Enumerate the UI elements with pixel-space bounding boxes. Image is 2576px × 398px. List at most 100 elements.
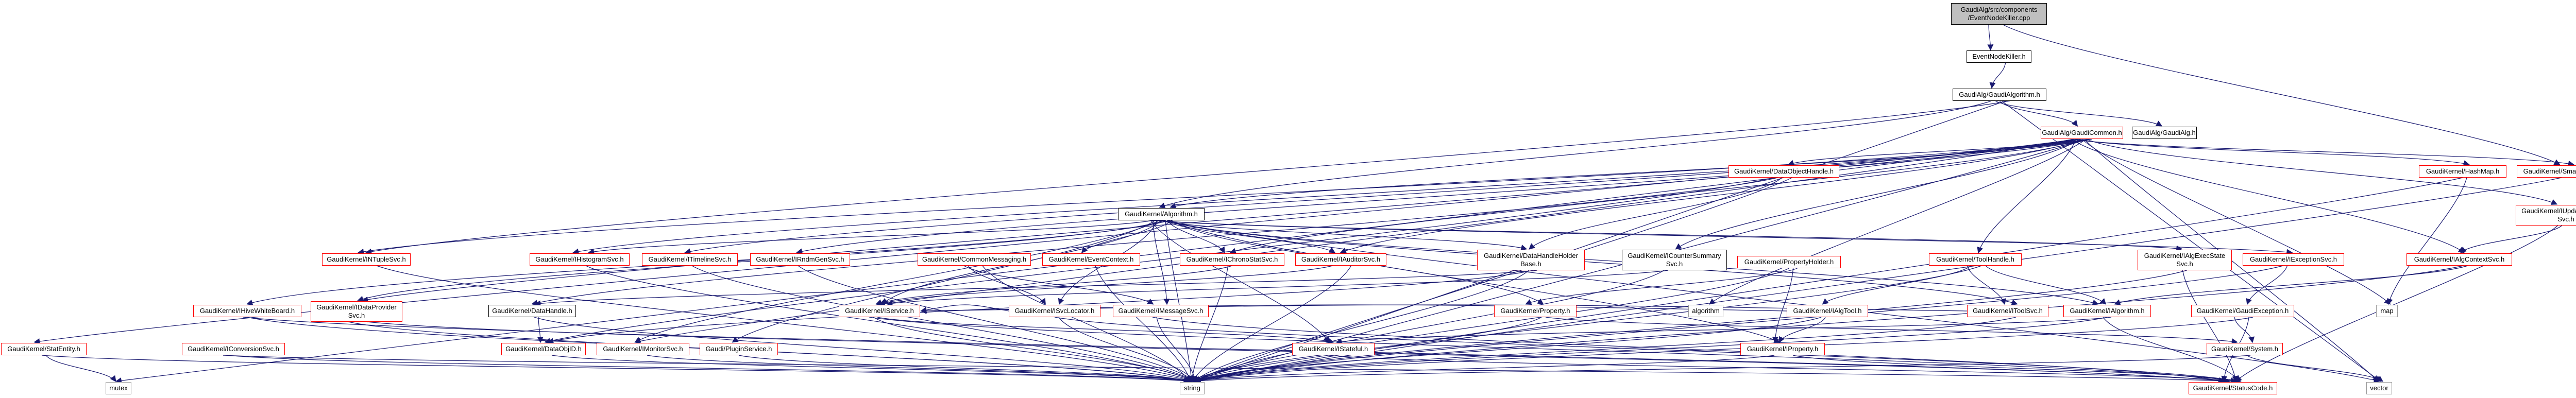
- node-iexceptionsvc-h[interactable]: GaudiKernel/IExceptionSvc.h: [2243, 253, 2344, 266]
- node-hashmap-h[interactable]: GaudiKernel/HashMap.h: [2419, 165, 2506, 178]
- node-eventnodekiller-cpp[interactable]: GaudiAlg/src/components /EventNodeKiller…: [1951, 3, 2047, 25]
- node-iauditorsvc-h[interactable]: GaudiKernel/IAuditorSvc.h: [1295, 253, 1386, 266]
- node-intuplesvc-h[interactable]: GaudiKernel/INTupleSvc.h: [322, 253, 411, 266]
- node-algorithm-std[interactable]: algorithm: [1688, 305, 1723, 317]
- node-property-h[interactable]: GaudiKernel/Property.h: [1494, 305, 1577, 317]
- edge-gaudialg-gaudicommon-h-to-irndmgensvc-h: [796, 139, 2093, 255]
- node-commonmessaging-h[interactable]: GaudiKernel/CommonMessaging.h: [918, 253, 1031, 266]
- node-mutex-std[interactable]: mutex: [106, 382, 131, 394]
- node-isvclocator-h[interactable]: GaudiKernel/ISvcLocator.h: [1009, 305, 1100, 317]
- edge-commonmessaging-h-to-string-std: [982, 265, 1191, 382]
- node-gaudialg-gaudicommon-h[interactable]: GaudiAlg/GaudiCommon.h: [2041, 127, 2123, 139]
- node-system-h[interactable]: GaudiKernel/System.h: [2207, 343, 2283, 355]
- edge-dataobjecthandle-h-to-datahandle-h: [531, 177, 1778, 306]
- node-irndmgensvc-h[interactable]: GaudiKernel/IRndmGenSvc.h: [750, 253, 850, 266]
- edge-dataobjecthandle-h-to-string-std: [1192, 177, 1792, 382]
- node-ialgexecstatesvc-h[interactable]: GaudiKernel/IAlgExecState Svc.h: [2138, 250, 2232, 270]
- edge-iconversionsvc-h-to-string-std: [227, 355, 1192, 384]
- node-iupdatemanagersvc-h[interactable]: GaudiKernel/IUpdateManager Svc.h: [2516, 205, 2576, 226]
- node-ialgtool-h[interactable]: GaudiKernel/IAlgTool.h: [1787, 305, 1868, 317]
- node-label: GaudiKernel/IChronoStatSvc.h: [1186, 255, 1278, 263]
- edge-gaudialg-gaudicommon-h-to-idataprovidersvc-h: [362, 139, 2091, 303]
- node-ihivewhiteboard-h[interactable]: GaudiKernel/IHiveWhiteBoard.h: [193, 305, 301, 317]
- edge-gaudialg-gaudialgorithm-h-to-gaudialg-gaudicommon-h: [1999, 100, 2078, 127]
- node-pluginservice-h[interactable]: Gaudi/PluginService.h: [700, 343, 778, 355]
- node-dataobjid-h[interactable]: GaudiKernel/DataObjID.h: [501, 343, 586, 355]
- node-label: map: [2380, 306, 2394, 315]
- edge-algorithm-h-to-iauditorsvc-h: [1163, 220, 1336, 253]
- edge-propertyholder-h-to-iproperty-h: [1772, 268, 1794, 343]
- node-statuscode-h[interactable]: GaudiKernel/StatusCode.h: [2189, 382, 2277, 394]
- node-imonitorsvc-h[interactable]: GaudiKernel/IMonitorSvc.h: [597, 343, 689, 355]
- node-label: EventNodeKiller.h: [1972, 52, 2026, 60]
- node-ichronostatsvc-h[interactable]: GaudiKernel/IChronoStatSvc.h: [1180, 253, 1284, 266]
- edge-irndmgensvc-h-to-string-std: [798, 265, 1196, 382]
- node-label: algorithm: [1692, 306, 1720, 315]
- node-eventcontext-h[interactable]: GaudiKernel/EventContext.h: [1042, 253, 1140, 266]
- edge-gaudiexception-h-to-string-std: [1194, 317, 2253, 384]
- edge-gaudialg-gaudialgorithm-h-to-intuplesvc-h: [365, 100, 2010, 255]
- node-propertyholder-h[interactable]: GaudiKernel/PropertyHolder.h: [1737, 256, 1841, 268]
- node-map-std[interactable]: map: [2376, 305, 2398, 317]
- edge-eventcontext-h-to-string-std: [1095, 265, 1192, 383]
- edge-algorithm-h-to-string-std: [1165, 220, 1195, 383]
- edge-datahandle-h-to-dataobjid-h: [537, 317, 544, 343]
- node-label: mutex: [109, 384, 128, 392]
- node-label: GaudiKernel/DataHandleHolder Base.h: [1484, 251, 1578, 268]
- edge-ialgcontextsvc-h-to-string-std: [1194, 265, 2464, 384]
- node-ialgcontextsvc-h[interactable]: GaudiKernel/IAlgContextSvc.h: [2406, 253, 2512, 266]
- node-ialgorithm-h[interactable]: GaudiKernel/IAlgorithm.h: [2063, 305, 2151, 317]
- edge-dataobjid-h-to-string-std: [551, 355, 1193, 384]
- edge-statentity-h-to-string-std: [41, 355, 1191, 384]
- node-gaudiexception-h[interactable]: GaudiKernel/GaudiException.h: [2191, 305, 2294, 317]
- node-label: GaudiKernel/IAlgTool.h: [1793, 306, 1862, 315]
- edge-algorithm-h-to-ialgexecstatesvc-h: [1155, 220, 2183, 252]
- node-algorithm-h[interactable]: GaudiKernel/Algorithm.h: [1118, 208, 1205, 220]
- node-idataprovidersvc-h[interactable]: GaudiKernel/IDataProvider Svc.h: [311, 301, 402, 322]
- edge-property-h-to-system-h: [1545, 317, 2238, 345]
- node-string-std[interactable]: string: [1180, 382, 1205, 394]
- node-dataobjecthandle-h[interactable]: GaudiKernel/DataObjectHandle.h: [1728, 165, 1839, 178]
- edge-algorithm-h-to-itoolsvc-h: [1167, 220, 2018, 306]
- edge-gaudialg-gaudialgorithm-h-to-gaudialg-gaudialg-h: [1995, 100, 2163, 127]
- edge-hashmap-h-to-map-std: [2386, 177, 2467, 305]
- node-datahandleholderbase-h[interactable]: GaudiKernel/DataHandleHolder Base.h: [1477, 250, 1585, 270]
- edge-gaudialg-gaudicommon-h-to-icountersummarysvc-h: [1675, 139, 2080, 250]
- node-iservice-h[interactable]: GaudiKernel/IService.h: [839, 305, 920, 317]
- node-itimelinesvc-h[interactable]: GaudiKernel/ITimelineSvc.h: [642, 253, 738, 266]
- edge-gaudiexception-h-to-system-h: [2234, 317, 2255, 343]
- node-icountersummarysvc-h[interactable]: GaudiKernel/ICounterSummary Svc.h: [1622, 250, 1727, 270]
- node-itoolsvc-h[interactable]: GaudiKernel/IToolSvc.h: [1967, 305, 2048, 317]
- node-iconversionsvc-h[interactable]: GaudiKernel/IConversionSvc.h: [182, 343, 285, 355]
- edge-toolhandle-h-to-string-std: [1191, 265, 1982, 383]
- node-istateful-h[interactable]: GaudiKernel/IStateful.h: [1292, 343, 1375, 355]
- edge-ialgexecstatesvc-h-to-string-std: [1192, 270, 2187, 383]
- node-label: GaudiKernel/EventContext.h: [1048, 255, 1134, 263]
- node-toolhandle-h[interactable]: GaudiKernel/ToolHandle.h: [1929, 253, 2022, 266]
- node-imessagesvc-h[interactable]: GaudiKernel/IMessageSvc.h: [1113, 305, 1209, 317]
- edge-datahandleholderbase-h-to-string-std: [1193, 270, 1529, 382]
- edge-gaudialg-gaudicommon-h-to-hashmap-h: [2075, 139, 2470, 166]
- node-datahandle-h[interactable]: GaudiKernel/DataHandle.h: [488, 305, 576, 317]
- edge-gaudialg-gaudialgorithm-h-to-vector-std: [2001, 100, 2381, 382]
- node-label: GaudiKernel/SmartDataPtr.h: [2523, 167, 2576, 175]
- edge-algorithm-h-to-vector-std: [1161, 220, 2380, 383]
- edge-gaudialg-gaudicommon-h-to-statentity-h: [33, 139, 2078, 345]
- node-vector-std[interactable]: vector: [2366, 382, 2392, 394]
- node-eventnodekiller-h[interactable]: EventNodeKiller.h: [1967, 50, 2031, 63]
- edge-ialgexecstatesvc-h-to-statuscode-h: [2182, 270, 2239, 383]
- edge-algorithm-h-to-imessagesvc-h: [1153, 220, 1170, 305]
- node-smartdataptr-h[interactable]: GaudiKernel/SmartDataPtr.h: [2517, 165, 2576, 178]
- node-iproperty-h[interactable]: GaudiKernel/IProperty.h: [1740, 343, 1825, 355]
- edge-iauditorsvc-h-to-iservice-h: [878, 265, 1333, 306]
- node-label: GaudiKernel/ITimelineSvc.h: [648, 255, 732, 263]
- node-label: GaudiKernel/IAuditorSvc.h: [1301, 255, 1381, 263]
- node-gaudialg-gaudialg-h[interactable]: GaudiAlg/GaudiAlg.h: [2132, 127, 2197, 139]
- node-statentity-h[interactable]: GaudiKernel/StatEntity.h: [1, 343, 87, 355]
- edge-eventnodekiller-cpp-to-eventnodekiller-h: [1987, 24, 1994, 51]
- node-label: GaudiKernel/System.h: [2211, 344, 2279, 353]
- edge-toolhandle-h-to-ialgtool-h: [1822, 265, 1972, 305]
- node-gaudialg-gaudialgorithm-h[interactable]: GaudiAlg/GaudiAlgorithm.h: [1953, 89, 2046, 101]
- node-ihistogramsvc-h[interactable]: GaudiKernel/IHistogramSvc.h: [530, 253, 630, 266]
